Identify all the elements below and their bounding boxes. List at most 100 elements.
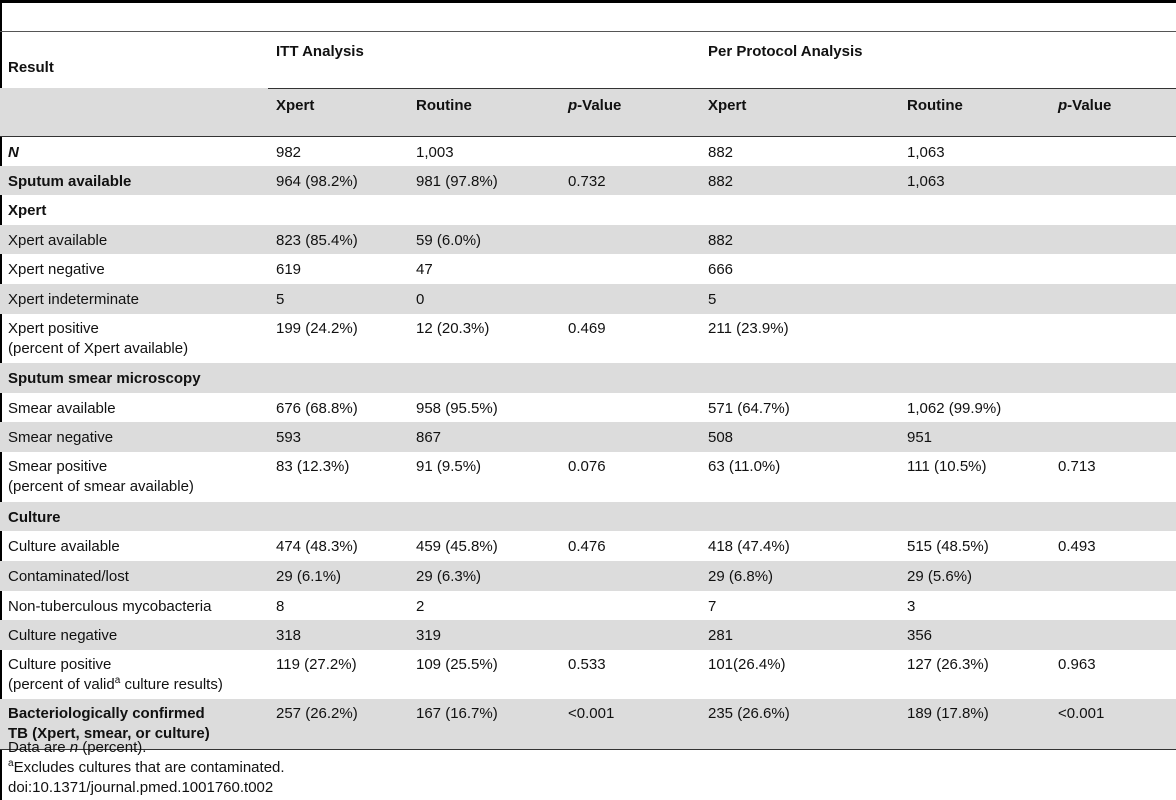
row-label: Culture positive (percent of valida cultu… xyxy=(8,655,223,693)
row-label: Xpert xyxy=(8,202,47,220)
col-header-pvalue-pp: p-Value xyxy=(1050,88,1176,137)
cell-pvalue-itt xyxy=(560,195,700,225)
cell-pvalue-itt xyxy=(560,501,700,532)
cell-xpert-itt: 619 xyxy=(276,261,302,279)
row-label: Sputum smear microscopy xyxy=(0,363,268,393)
table-row: Sputum smear microscopy xyxy=(0,363,1176,393)
cell-routine-itt: 2 xyxy=(416,597,425,615)
results-table: Result ITT Analysis Per Protocol Analysi… xyxy=(0,32,1176,750)
cell-pvalue-pp xyxy=(1050,501,1176,532)
cell-xpert-itt: 593 xyxy=(268,422,408,453)
row-label: Xpert positive (percent of Xpert availabl… xyxy=(8,319,189,357)
cell-pvalue-pp xyxy=(1050,363,1176,393)
cell-xpert-itt xyxy=(268,195,408,225)
cell-pvalue-pp xyxy=(1050,560,1176,591)
cell-pvalue-pp xyxy=(1050,254,1176,284)
row-label: Sputum available xyxy=(0,165,268,196)
cell-pvalue-itt xyxy=(560,620,700,650)
row-label: Contaminated/lost xyxy=(0,560,268,591)
cell-pvalue-pp: 0.963 xyxy=(1058,655,1096,673)
cell-xpert-itt: 964 (98.2%) xyxy=(268,165,408,196)
cell-pvalue-pp: <0.001 xyxy=(1050,699,1176,750)
row-label: Culture negative xyxy=(0,620,268,650)
cell-xpert-pp: 7 xyxy=(708,597,717,615)
row-label: Xpert negative xyxy=(8,261,105,279)
cell-pvalue-itt xyxy=(560,224,700,255)
table-row: Xpert available 823 (85.4%) 59 (6.0%) 882 xyxy=(0,224,1176,255)
cell-routine-itt: 319 xyxy=(408,620,560,650)
title-band xyxy=(0,3,1176,31)
cell-pvalue-pp xyxy=(1050,422,1176,453)
cell-routine-itt xyxy=(408,195,560,225)
cell-pvalue-itt: 0.732 xyxy=(560,165,700,196)
cell-xpert-itt: 823 (85.4%) xyxy=(268,224,408,255)
cell-pvalue-itt: <0.001 xyxy=(560,699,700,750)
column-header-row: Xpert Routine p-Value Xpert Routine p-Va… xyxy=(0,88,1176,137)
col-header-xpert-pp: Xpert xyxy=(700,88,899,137)
cell-routine-pp: 3 xyxy=(907,597,916,615)
cell-routine-itt: 29 (6.3%) xyxy=(408,560,560,591)
cell-pvalue-itt: 0.076 xyxy=(568,458,606,476)
cell-xpert-itt: 982 xyxy=(276,143,302,161)
cell-xpert-itt xyxy=(268,501,408,532)
cell-xpert-itt: 199 (24.2%) xyxy=(276,319,358,337)
cell-routine-itt: 867 xyxy=(408,422,560,453)
cell-routine-pp xyxy=(899,254,1050,284)
table-row: Culture positive (percent of valida cultu… xyxy=(0,650,1176,700)
cell-xpert-pp: 508 xyxy=(700,422,899,453)
cell-xpert-itt: 257 (26.2%) xyxy=(268,699,408,750)
top-rule xyxy=(0,0,1176,3)
cell-xpert-pp: 666 xyxy=(708,261,734,279)
cell-routine-pp: 356 xyxy=(899,620,1050,650)
cell-routine-itt: 958 (95.5%) xyxy=(416,399,498,417)
cell-routine-itt xyxy=(408,363,560,393)
cell-xpert-pp xyxy=(700,195,899,225)
cell-xpert-pp: 5 xyxy=(700,283,899,314)
cell-routine-pp: 1,062 (99.9%) xyxy=(907,399,1002,417)
cell-pvalue-itt: 0.469 xyxy=(568,319,606,337)
cell-pvalue-itt xyxy=(560,560,700,591)
cell-xpert-itt: 5 xyxy=(268,283,408,314)
cell-routine-itt: 47 xyxy=(416,261,433,279)
cell-xpert-pp: 882 xyxy=(700,165,899,196)
cell-routine-pp: 515 (48.5%) xyxy=(907,538,989,556)
cell-xpert-pp: 235 (26.6%) xyxy=(700,699,899,750)
table-body: N 982 1,003 882 1,063 Sputum available 964 (98… xyxy=(0,136,1176,750)
table-row: Contaminated/lost 29 (6.1%) 29 (6.3%) 29 (6… xyxy=(0,560,1176,591)
cell-routine-pp xyxy=(899,224,1050,255)
cell-pvalue-pp xyxy=(1050,165,1176,196)
cell-xpert-itt: 676 (68.8%) xyxy=(276,399,358,417)
table-row: Sputum available 964 (98.2%) 981 (97.8%) 0.… xyxy=(0,165,1176,196)
table-row: Xpert xyxy=(0,195,1176,225)
table-row: Xpert positive (percent of Xpert availabl… xyxy=(0,314,1176,364)
table-row: Xpert indeterminate 5 0 5 xyxy=(0,283,1176,314)
cell-routine-pp xyxy=(899,195,1050,225)
table-row: Bacteriologically confirmed TB (Xpert, sm… xyxy=(0,699,1176,750)
cell-routine-pp: 1,063 xyxy=(907,143,945,161)
cell-pvalue-pp: 0.493 xyxy=(1058,538,1096,556)
cell-routine-pp xyxy=(899,501,1050,532)
table-row: Non-tuberculous mycobacteria 8 2 7 3 xyxy=(0,591,1176,621)
cell-routine-pp: 111 (10.5%) xyxy=(907,458,987,476)
cell-routine-itt: 1,003 xyxy=(416,143,454,161)
cell-xpert-pp: 882 xyxy=(708,143,734,161)
cell-routine-itt: 91 (9.5%) xyxy=(416,458,482,476)
table-row: N 982 1,003 882 1,063 xyxy=(0,136,1176,166)
group-header-row: Result ITT Analysis Per Protocol Analysi… xyxy=(0,32,1176,89)
cell-pvalue-pp xyxy=(1050,591,1176,621)
cell-routine-itt: 109 (25.5%) xyxy=(416,655,498,673)
result-header: Result xyxy=(8,59,54,76)
col-header-xpert-itt: Xpert xyxy=(268,88,408,137)
col-header-routine-pp: Routine xyxy=(899,88,1050,137)
cell-routine-itt: 167 (16.7%) xyxy=(408,699,560,750)
row-label: Xpert indeterminate xyxy=(0,283,268,314)
cell-routine-pp xyxy=(899,283,1050,314)
doi-text: doi:10.1371/journal.pmed.1001760.t002 xyxy=(8,779,274,796)
row-label: Culture available xyxy=(8,538,120,556)
cell-pvalue-itt xyxy=(560,591,700,621)
header-rule xyxy=(0,31,1176,32)
cell-xpert-itt: 8 xyxy=(276,597,285,615)
row-label: Xpert available xyxy=(0,224,268,255)
row-label: Non-tuberculous mycobacteria xyxy=(8,597,212,615)
table-row: Xpert negative 619 47 666 xyxy=(0,254,1176,284)
